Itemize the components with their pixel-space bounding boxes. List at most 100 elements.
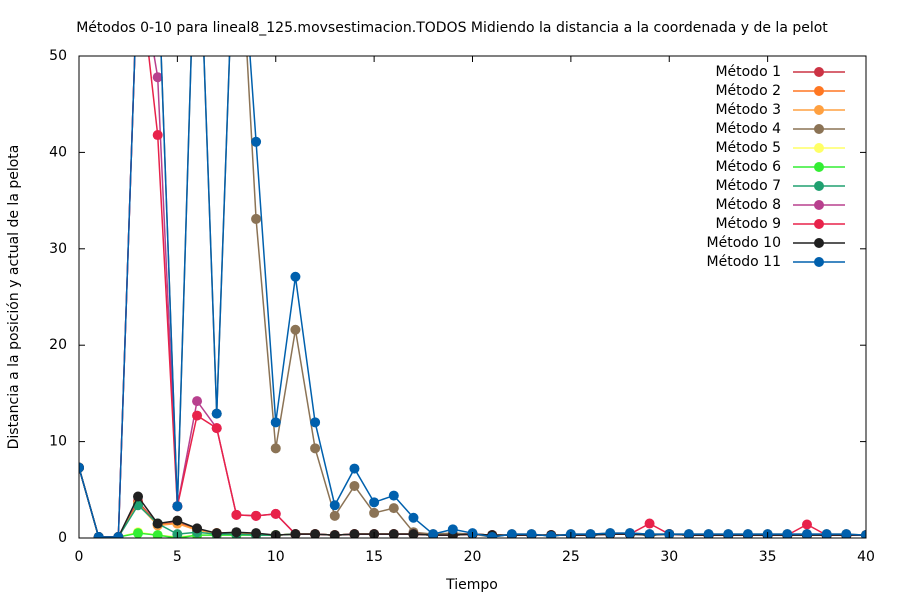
y-tick-label: 40 [49, 144, 67, 160]
x-tick-label: 5 [173, 549, 182, 565]
data-point [329, 500, 340, 511]
legend-marker [814, 200, 824, 210]
data-point [644, 518, 655, 529]
legend-marker [814, 124, 824, 134]
data-point [133, 528, 144, 538]
data-point [388, 490, 399, 501]
data-point [388, 529, 399, 538]
x-tick-label: 35 [759, 549, 777, 565]
data-point [526, 529, 537, 538]
data-point [231, 509, 242, 520]
data-point [152, 530, 163, 538]
data-point [79, 462, 84, 473]
data-point [388, 503, 399, 514]
data-point [801, 529, 812, 538]
data-point [290, 271, 301, 282]
data-point [192, 396, 203, 407]
data-point [428, 529, 439, 538]
y-tick-label: 50 [49, 48, 67, 64]
data-point [546, 531, 557, 538]
y-tick-label: 20 [49, 337, 67, 353]
data-point [506, 529, 517, 538]
data-point [93, 532, 104, 538]
data-point [152, 72, 163, 83]
data-point [270, 443, 281, 454]
data-point [821, 529, 832, 538]
data-point [408, 512, 419, 523]
legend-label: Método 7 [715, 178, 781, 194]
legend-label: Método 5 [715, 140, 781, 156]
data-point [723, 529, 734, 538]
data-point [172, 515, 183, 526]
data-point [290, 529, 301, 538]
legend-marker [814, 143, 824, 153]
data-point [487, 532, 498, 538]
data-point [251, 136, 262, 147]
x-tick-label: 25 [562, 549, 580, 565]
data-point [408, 529, 419, 538]
data-point [211, 528, 222, 538]
data-point [290, 324, 301, 335]
legend-label: Método 6 [715, 159, 781, 175]
data-point [703, 529, 714, 538]
data-point [447, 524, 458, 535]
data-point [742, 529, 753, 538]
legend-marker [814, 162, 824, 172]
data-point [310, 417, 321, 428]
legend-marker [814, 219, 824, 229]
data-point [251, 510, 262, 521]
data-point [251, 213, 262, 224]
legend-label: Método 1 [715, 64, 781, 80]
data-point [192, 410, 203, 421]
data-point [349, 529, 360, 538]
data-point [113, 532, 124, 538]
chart-title: Métodos 0-10 para lineal8_125.movsestima… [76, 20, 828, 36]
data-point [152, 130, 163, 141]
x-axis-label: Tiempo [445, 577, 498, 593]
data-point [861, 530, 866, 538]
x-tick-label: 20 [464, 549, 482, 565]
x-tick-label: 0 [75, 549, 84, 565]
data-point [152, 518, 163, 529]
data-point [369, 497, 380, 508]
data-point [192, 523, 203, 534]
data-point [683, 529, 694, 538]
data-point [310, 529, 321, 538]
data-point [251, 528, 262, 538]
data-point [310, 443, 321, 454]
legend-marker [814, 238, 824, 248]
legend-label: Método 8 [715, 197, 781, 213]
x-tick-label: 10 [267, 549, 285, 565]
legend-label: Método 3 [715, 102, 781, 118]
plot-area [79, 56, 866, 538]
x-tick-label: 15 [365, 549, 383, 565]
data-point [782, 529, 793, 538]
data-point [329, 530, 340, 538]
x-tick-label: 30 [660, 549, 678, 565]
legend-label: Método 11 [707, 254, 781, 270]
data-point [349, 480, 360, 491]
data-point [349, 463, 360, 474]
data-point [605, 528, 616, 538]
legend-label: Método 9 [715, 216, 781, 232]
data-point [801, 519, 812, 530]
legend-marker [814, 105, 824, 115]
x-tick-label: 40 [857, 549, 875, 565]
data-point [211, 408, 222, 419]
data-point [211, 423, 222, 434]
data-point [841, 529, 852, 538]
y-tick-label: 30 [49, 241, 67, 257]
legend-label: Método 4 [715, 121, 781, 137]
legend-label: Método 2 [715, 83, 781, 99]
legend-marker [814, 257, 824, 267]
data-point [369, 507, 380, 518]
data-point [585, 529, 596, 538]
legend-marker [814, 86, 824, 96]
legend-marker [814, 67, 824, 77]
data-point [133, 491, 144, 502]
y-tick-label: 10 [49, 434, 67, 450]
legend-label: Método 10 [707, 235, 781, 251]
data-point [231, 527, 242, 538]
y-tick-label: 0 [58, 530, 67, 546]
